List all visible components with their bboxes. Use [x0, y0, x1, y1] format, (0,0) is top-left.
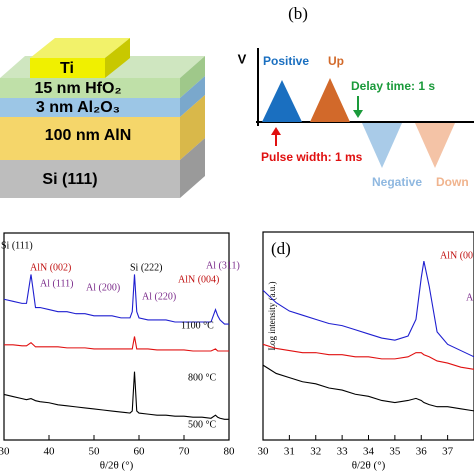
- series-line: [3, 371, 229, 420]
- peak-label: A: [466, 292, 474, 303]
- pulse: [262, 80, 302, 122]
- layer-label: 15 nm HfO₂: [34, 80, 121, 97]
- arrow-head: [271, 127, 281, 135]
- x-axis-label: θ/2θ (°): [352, 460, 386, 472]
- layer-label: Ti: [60, 60, 74, 77]
- peak-label: Al (311): [206, 260, 240, 271]
- x-tick-label: 31: [284, 446, 295, 458]
- layer-label: 3 nm Al₂O₃: [36, 99, 120, 116]
- x-tick-label: 30: [258, 446, 270, 458]
- series-line: [262, 261, 474, 358]
- peak-label: Si (222): [130, 262, 163, 273]
- layer-stack: [0, 38, 205, 198]
- delay-label: Delay time: 1 s: [351, 79, 435, 93]
- axis-label: V: [238, 51, 247, 66]
- peak-label: Al (200): [86, 282, 120, 293]
- pulse-label: Down: [436, 175, 469, 189]
- series-line: [262, 343, 474, 370]
- peak-label: Al (111): [40, 278, 73, 289]
- x-tick-label: 37: [442, 446, 454, 458]
- x-tick-label: 35: [389, 446, 401, 458]
- series-label: 800 °C: [188, 372, 216, 383]
- y-axis-label: Log intensity (a.u.): [267, 282, 277, 351]
- plot-frame: [3, 232, 230, 441]
- plot-frame: [262, 231, 474, 441]
- layer-label: Si (111): [42, 171, 97, 188]
- x-tick-label: 34: [363, 446, 375, 458]
- x-tick-label: 36: [416, 446, 428, 458]
- pulse-label: Negative: [372, 175, 422, 189]
- pulse-label: Positive: [263, 54, 309, 68]
- pulse: [415, 123, 455, 168]
- x-tick-label: 60: [134, 446, 146, 458]
- x-tick-label: 50: [89, 446, 101, 458]
- pulse: [362, 123, 402, 168]
- series-line: [4, 336, 229, 352]
- layer-label: 100 nm AlN: [45, 127, 132, 144]
- arrow-head: [353, 110, 363, 118]
- x-tick-label: 32: [310, 446, 321, 458]
- series-line: [3, 274, 229, 325]
- peak-label: Al (220): [142, 291, 176, 302]
- x-tick-label: 80: [224, 446, 236, 458]
- panel-label: (d): [271, 239, 291, 258]
- x-tick-label: 40: [44, 446, 56, 458]
- x-tick-label: 33: [337, 446, 349, 458]
- panel-label: (b): [288, 4, 308, 23]
- x-tick-label: 30: [0, 446, 10, 458]
- pulse: [310, 78, 350, 122]
- peak-label: AlN (00: [440, 250, 473, 261]
- series-label: 1100 °C: [181, 320, 214, 331]
- series-line: [262, 364, 474, 412]
- peak-label: AlN (002): [30, 262, 71, 273]
- x-tick-label: 70: [179, 446, 191, 458]
- width-label: Pulse width: 1 ms: [261, 150, 363, 164]
- x-axis-label: θ/2θ (°): [100, 460, 134, 472]
- series-label: 500 °C: [188, 419, 216, 430]
- peak-label: Si (111): [1, 240, 33, 251]
- pulse-label: Up: [328, 54, 344, 68]
- peak-label: AlN (004): [178, 274, 219, 285]
